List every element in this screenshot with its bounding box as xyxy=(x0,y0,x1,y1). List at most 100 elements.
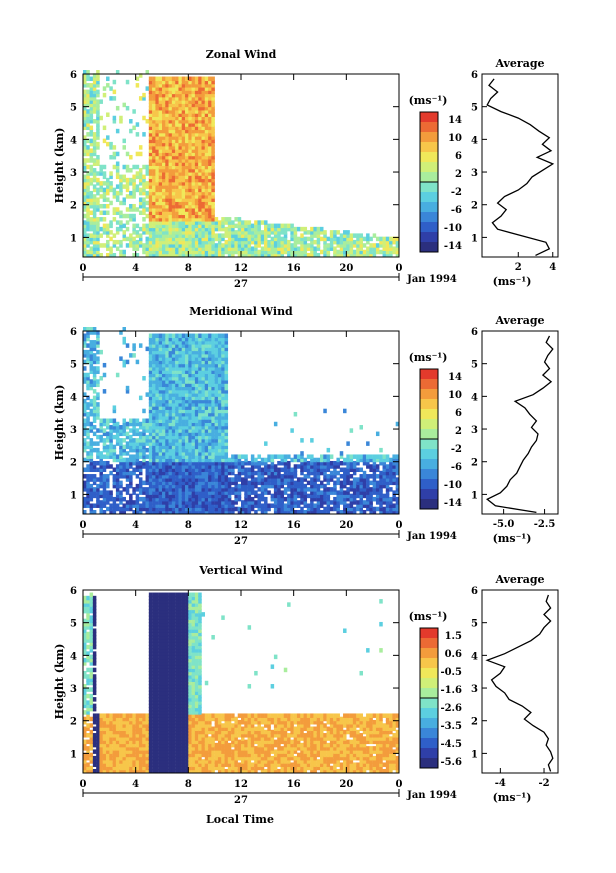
heatmap-cell xyxy=(277,246,281,251)
heatmap-cell xyxy=(178,369,182,374)
heatmap-cell xyxy=(191,421,196,427)
heatmap-cell xyxy=(162,171,166,176)
heatmap-cell xyxy=(162,119,166,124)
heatmap-cell xyxy=(96,119,100,124)
heatmap-cell xyxy=(135,487,140,492)
heatmap-cell xyxy=(102,230,107,235)
heatmap-cell xyxy=(194,207,199,212)
heatmap-cell xyxy=(392,490,396,495)
heatmap-cell xyxy=(346,460,350,466)
heatmap-cell xyxy=(175,372,179,378)
heatmap-cell xyxy=(129,447,133,453)
heatmap-cell xyxy=(102,480,107,486)
heatmap-cell xyxy=(194,79,199,85)
heatmap-cell xyxy=(336,470,340,476)
heatmap-cell xyxy=(138,236,143,242)
heatmap-cell xyxy=(171,138,176,144)
heatmap-cell xyxy=(145,249,150,255)
heatmap-cell xyxy=(201,457,205,463)
heatmap-cell xyxy=(227,487,232,492)
heatmap-cell xyxy=(138,239,143,245)
heatmap-cell xyxy=(148,249,153,255)
heatmap-cell xyxy=(96,330,100,335)
heatmap-cell xyxy=(122,327,126,332)
heatmap-cell xyxy=(221,483,225,489)
heatmap-cell xyxy=(112,425,117,430)
heatmap-cell xyxy=(204,213,209,219)
heatmap-cell xyxy=(168,145,173,150)
heatmap-cell xyxy=(83,510,87,515)
heatmap-cell xyxy=(92,223,97,229)
heatmap-cell xyxy=(86,249,90,255)
heatmap-cell xyxy=(155,490,159,495)
heatmap-cell xyxy=(188,226,192,232)
heatmap-cell xyxy=(296,457,301,463)
heatmap-cell xyxy=(198,464,202,469)
heatmap-cell xyxy=(208,447,212,453)
heatmap-cell xyxy=(145,477,150,482)
heatmap-cell xyxy=(211,474,215,479)
heatmap-cell xyxy=(316,487,321,492)
heatmap-cell xyxy=(162,99,166,104)
heatmap-cell xyxy=(211,470,215,476)
heatmap-cell xyxy=(178,132,182,137)
heatmap-cell xyxy=(392,480,396,486)
heatmap-cell xyxy=(264,239,268,245)
heatmap-cell xyxy=(257,220,261,225)
heatmap-cell xyxy=(277,253,281,258)
heatmap-cell xyxy=(224,464,229,469)
heatmap-cell xyxy=(329,230,334,235)
heatmap-cell xyxy=(201,382,205,388)
heatmap-cell xyxy=(165,177,169,183)
heatmap-cell xyxy=(148,500,153,505)
heatmap-cell xyxy=(237,246,242,251)
heatmap-cell xyxy=(181,333,186,339)
heatmap-cell xyxy=(158,246,163,251)
heatmap-cell xyxy=(310,454,314,459)
heatmap-cell xyxy=(132,223,136,229)
heatmap-cell xyxy=(86,109,90,114)
heatmap-cell xyxy=(165,428,169,433)
heatmap-cell xyxy=(211,115,215,121)
heatmap-cell xyxy=(208,115,212,121)
heatmap-cell xyxy=(83,447,87,453)
heatmap-cell xyxy=(313,483,317,489)
heatmap-cell xyxy=(283,487,288,492)
heatmap-cell xyxy=(267,454,271,459)
heatmap-cell xyxy=(280,500,284,505)
heatmap-cell xyxy=(125,483,130,489)
heatmap-cell xyxy=(165,460,169,466)
heatmap-cell xyxy=(152,477,156,482)
heatmap-cell xyxy=(162,187,166,193)
heatmap-cell xyxy=(155,128,159,134)
heatmap-cell xyxy=(148,197,153,202)
heatmap-cell xyxy=(106,135,110,140)
heatmap-cell xyxy=(208,503,212,508)
heatmap-cell xyxy=(106,474,110,479)
heatmap-cell xyxy=(280,490,284,495)
heatmap-cell xyxy=(191,76,196,82)
heatmap-cell xyxy=(135,174,140,180)
heatmap-cell xyxy=(198,119,202,124)
heatmap-cell xyxy=(214,379,219,384)
heatmap-cell xyxy=(152,161,156,166)
heatmap-cell xyxy=(145,460,150,466)
heatmap-cell xyxy=(194,379,199,384)
heatmap-cell xyxy=(178,223,182,229)
heatmap-cell xyxy=(211,392,215,397)
heatmap-cell xyxy=(208,161,212,166)
heatmap-cell xyxy=(155,125,159,131)
heatmap-cell xyxy=(250,496,255,502)
heatmap-cell xyxy=(339,510,344,515)
heatmap-cell xyxy=(165,389,169,394)
heatmap-cell xyxy=(165,346,169,352)
heatmap-cell xyxy=(171,382,176,388)
heatmap-cell xyxy=(112,408,117,414)
heatmap-cell xyxy=(162,389,166,394)
heatmap-cell xyxy=(336,477,340,482)
heatmap-cell xyxy=(194,203,199,209)
heatmap-cell xyxy=(162,164,166,170)
heatmap-cell xyxy=(86,755,90,761)
heatmap-cell xyxy=(201,230,205,235)
heatmap-cell xyxy=(231,477,235,482)
